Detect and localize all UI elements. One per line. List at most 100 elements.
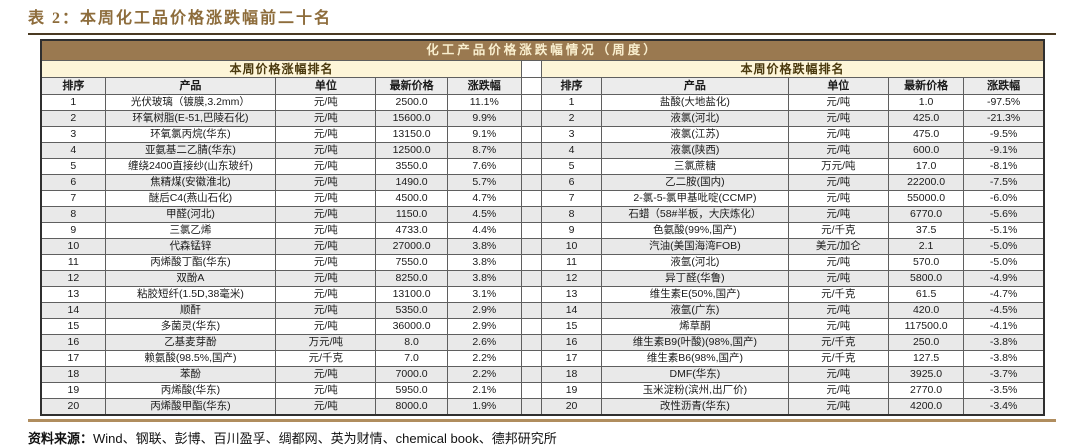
table-cell: 1.9% — [446, 398, 522, 416]
table-cell: 19 — [40, 382, 106, 399]
table-cell: 11 — [40, 254, 106, 271]
table-cell: 异丁醛(华鲁) — [601, 270, 789, 287]
table-cell: 盐酸(大地盐化) — [601, 94, 789, 111]
table-cell: 117500.0 — [887, 318, 965, 335]
table-cell: 烯草酮 — [601, 318, 789, 335]
table-cell: 元/吨 — [275, 126, 377, 143]
page-title: 表 2：本周化工品价格涨跌幅前二十名 — [28, 10, 333, 27]
table-cell: 元/吨 — [787, 174, 889, 191]
table-cell: 元/吨 — [275, 110, 377, 127]
table-cell: 维生素B9(叶酸)(98%,国产) — [601, 334, 789, 351]
table-cell: 20 — [40, 398, 106, 416]
table-cell: 双酚A — [104, 270, 277, 287]
table-cell: 2500.0 — [375, 94, 448, 111]
table-cell: 元/吨 — [275, 270, 377, 287]
table-cell: 16 — [540, 334, 603, 351]
table-cell: 甲醛(河北) — [104, 206, 277, 223]
table-cell: 36000.0 — [375, 318, 448, 335]
table-cell: 光伏玻璃（镀膜,3.2mm） — [104, 94, 277, 111]
table-cell: 元/吨 — [787, 206, 889, 223]
table-cell: 元/吨 — [275, 158, 377, 175]
spacer-cell — [520, 254, 542, 271]
table-cell: 4200.0 — [887, 398, 965, 416]
table-cell: 5 — [40, 158, 106, 175]
table-cell: 127.5 — [887, 350, 965, 367]
table-cell: 10 — [540, 238, 603, 255]
table-cell: -8.1% — [963, 158, 1045, 175]
table-cell: 元/千克 — [787, 222, 889, 239]
title-divider — [28, 33, 1056, 35]
table-cell: 13150.0 — [375, 126, 448, 143]
table-cell: 元/吨 — [275, 366, 377, 383]
report-page: 表 2：本周化工品价格涨跌幅前二十名 化工产品价格涨跌幅情况（周度） 本周价格涨… — [0, 4, 1080, 446]
table-banner-row: 化工产品价格涨跌幅情况（周度） — [40, 39, 1045, 61]
table-cell: 元/吨 — [275, 382, 377, 399]
table-cell: 1 — [40, 94, 106, 111]
table-row: 13 粘胶短纤(1.5D,38毫米) 元/吨 13100.0 3.1% 13 维生素E(50… — [40, 286, 1045, 303]
table-cell: 420.0 — [887, 302, 965, 319]
table-cell: 石蜡（58#半板，大庆炼化） — [601, 206, 789, 223]
table-cell: 17.0 — [887, 158, 965, 175]
table-cell: 元/千克 — [275, 350, 377, 367]
table-cell: 液氯(江苏) — [601, 126, 789, 143]
table-cell: 6 — [40, 174, 106, 191]
spacer-cell — [520, 334, 542, 351]
spacer-cell — [520, 77, 542, 95]
table-cell: -4.9% — [963, 270, 1045, 287]
table-cell: 7.0 — [375, 350, 448, 367]
table-cell: 8250.0 — [375, 270, 448, 287]
spacer-cell — [520, 206, 542, 223]
table-row: 20 丙烯酸甲酯(华东) 元/吨 8000.0 1.9% 20 改性沥青(华东) 元/吨 420… — [40, 398, 1045, 416]
table-cell: 10 — [40, 238, 106, 255]
table-cell: 色氨酸(99%,国产) — [601, 222, 789, 239]
losers-col-unit: 单位 — [787, 77, 889, 95]
table-cell: 元/吨 — [787, 318, 889, 335]
table-cell: -97.5% — [963, 94, 1045, 111]
table-cell: 9.1% — [446, 126, 522, 143]
bottom-divider — [28, 419, 1056, 422]
table-row: 9 三氯乙烯 元/吨 4733.0 4.4% 9 色氨酸(99%,国产) 元/千克 37.5 -5… — [40, 222, 1045, 239]
table-cell: 5800.0 — [887, 270, 965, 287]
table-cell: 环氧氯丙烷(华东) — [104, 126, 277, 143]
table-cell: 4.7% — [446, 190, 522, 207]
table-cell: 元/吨 — [787, 126, 889, 143]
table-cell: 8 — [540, 206, 603, 223]
table-cell: 4733.0 — [375, 222, 448, 239]
table-cell: -4.1% — [963, 318, 1045, 335]
table-cell: 12 — [40, 270, 106, 287]
table-cell: 1 — [540, 94, 603, 111]
table-cell: 液氯(河北) — [601, 110, 789, 127]
table-cell: -3.8% — [963, 350, 1045, 367]
spacer-cell — [520, 382, 542, 399]
table-row: 10 代森锰锌 元/吨 27000.0 3.8% 10 汽油(美国海湾FOB) 美元/加仑 2.… — [40, 238, 1045, 255]
table-cell: 12 — [540, 270, 603, 287]
table-cell: 元/吨 — [787, 142, 889, 159]
table-cell: 3925.0 — [887, 366, 965, 383]
table-cell: 万元/吨 — [787, 158, 889, 175]
table-cell: 2-氯-5-氯甲基吡啶(CCMP) — [601, 190, 789, 207]
table-cell: 丙烯酸丁酯(华东) — [104, 254, 277, 271]
spacer-cell — [520, 190, 542, 207]
table-cell: 2.2% — [446, 366, 522, 383]
table-cell: 元/吨 — [787, 382, 889, 399]
table-row: 14 顺酐 元/吨 5350.0 2.9% 14 液氩(广东) 元/吨 420.0 -4.5% — [40, 302, 1045, 319]
table-cell: 13 — [40, 286, 106, 303]
table-cell: 2770.0 — [887, 382, 965, 399]
table-cell: 元/吨 — [275, 238, 377, 255]
table-cell: 元/吨 — [275, 206, 377, 223]
table-cell: -5.0% — [963, 254, 1045, 271]
table-cell: 元/吨 — [787, 270, 889, 287]
table-row: 17 赖氨酸(98.5%,国产) 元/千克 7.0 2.2% 17 维生素B6(98%,国产… — [40, 350, 1045, 367]
table-cell: 5350.0 — [375, 302, 448, 319]
losers-col-rank: 排序 — [540, 77, 603, 95]
table-cell: 475.0 — [887, 126, 965, 143]
table-cell: 元/吨 — [275, 94, 377, 111]
table-cell: 7.6% — [446, 158, 522, 175]
table-cell: 元/吨 — [787, 94, 889, 111]
table-cell: 粘胶短纤(1.5D,38毫米) — [104, 286, 277, 303]
table-cell: 三氯乙烯 — [104, 222, 277, 239]
spacer-cell — [520, 126, 542, 143]
table-cell: -3.4% — [963, 398, 1045, 416]
gainers-col-product: 产品 — [104, 77, 277, 95]
source-label: 资料来源： — [28, 431, 94, 446]
